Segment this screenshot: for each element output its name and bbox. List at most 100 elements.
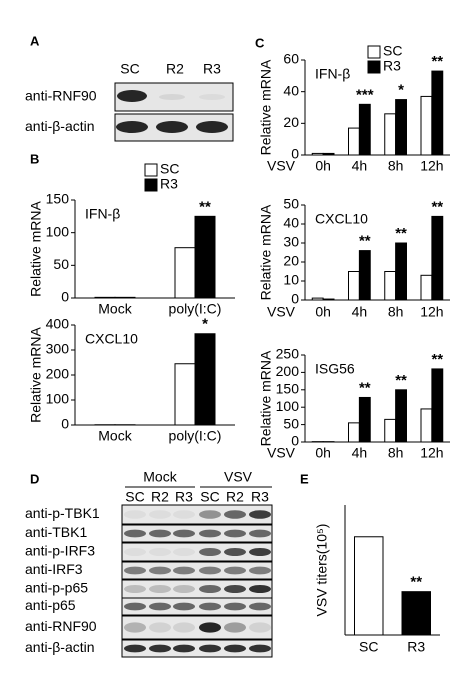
blot-band bbox=[199, 567, 221, 575]
bar bbox=[432, 71, 443, 155]
panel-label: D bbox=[30, 471, 39, 486]
blot-band bbox=[173, 530, 195, 538]
row-label: anti-p65 bbox=[25, 597, 76, 613]
x-tick-label: 12h bbox=[420, 304, 443, 320]
blot-band bbox=[149, 585, 171, 593]
chart-title: CXCL10 bbox=[85, 331, 138, 347]
y-tick-label: 100 bbox=[46, 391, 70, 407]
blot-band bbox=[224, 530, 246, 538]
y-axis-label: Relative mRNA bbox=[258, 204, 274, 300]
bar bbox=[421, 275, 432, 300]
y-tick-label: 40 bbox=[283, 82, 299, 98]
row-label: anti-p-IRF3 bbox=[25, 543, 95, 559]
bar bbox=[175, 364, 195, 425]
bar bbox=[385, 114, 396, 155]
blot-band bbox=[124, 510, 146, 519]
bar bbox=[349, 272, 360, 301]
blot-band bbox=[224, 585, 246, 593]
lane-label: R3 bbox=[175, 489, 193, 505]
x-tick-label: 8h bbox=[388, 158, 404, 174]
y-tick-label: 400 bbox=[46, 316, 70, 332]
y-tick-label: 20 bbox=[283, 253, 299, 269]
x-tick-label: 4h bbox=[352, 445, 368, 461]
legend-label: SC bbox=[160, 161, 179, 177]
x-axis-label: VSV bbox=[267, 445, 296, 461]
blot-band bbox=[249, 603, 271, 611]
x-tick-label: poly(I:C) bbox=[169, 301, 222, 317]
y-axis-label: Relative mRNA bbox=[258, 59, 274, 155]
group-label: VSV bbox=[224, 469, 253, 485]
blot-band bbox=[224, 603, 246, 611]
lane-label: SC bbox=[200, 489, 219, 505]
bar bbox=[323, 299, 334, 300]
lane-label: R3 bbox=[251, 489, 269, 505]
blot-band bbox=[124, 585, 146, 593]
blot-band bbox=[249, 548, 271, 556]
blot-band bbox=[124, 548, 146, 556]
blot-band bbox=[124, 645, 146, 653]
bar bbox=[359, 397, 370, 442]
row-label: anti-IRF3 bbox=[25, 561, 83, 577]
blot-band bbox=[149, 530, 171, 538]
bar bbox=[175, 248, 195, 298]
y-axis-label: Relative mRNA bbox=[28, 327, 44, 423]
x-tick-label: 0h bbox=[315, 304, 331, 320]
blot-band bbox=[173, 622, 195, 632]
blot-band bbox=[249, 510, 271, 519]
blot-band bbox=[173, 567, 195, 575]
blot-band bbox=[199, 548, 221, 556]
bar bbox=[115, 297, 135, 298]
x-tick-label: poly(I:C) bbox=[169, 428, 222, 444]
significance: ** bbox=[395, 225, 407, 242]
row-label: anti-RNF90 bbox=[25, 618, 97, 634]
significance: ** bbox=[359, 233, 371, 250]
blot-band bbox=[249, 622, 271, 632]
blot-band bbox=[173, 585, 195, 593]
y-axis-label: VSV titers(10⁵) bbox=[314, 524, 330, 617]
blot-band bbox=[249, 645, 271, 653]
legend-swatch bbox=[145, 164, 157, 176]
x-tick-label: 12h bbox=[420, 445, 443, 461]
bar bbox=[312, 298, 323, 300]
y-tick-label: 200 bbox=[276, 363, 300, 379]
x-tick-label: 0h bbox=[315, 158, 331, 174]
blot-band bbox=[117, 90, 147, 102]
blot-band bbox=[149, 603, 171, 611]
significance: * bbox=[398, 82, 404, 99]
bar bbox=[421, 409, 432, 442]
row-label: anti-RNF90 bbox=[25, 88, 97, 104]
significance: ** bbox=[359, 379, 371, 396]
bar bbox=[349, 128, 360, 155]
significance: ** bbox=[395, 372, 407, 389]
y-tick-label: 150 bbox=[276, 381, 300, 397]
x-tick-label: 0h bbox=[315, 445, 331, 461]
y-tick-label: 200 bbox=[46, 366, 70, 382]
blot-band bbox=[249, 530, 271, 538]
blot-band bbox=[173, 603, 195, 611]
bar bbox=[396, 100, 407, 155]
chart-title: IFN-β bbox=[85, 206, 120, 222]
legend-label: R3 bbox=[160, 176, 178, 192]
lane-label: R3 bbox=[203, 61, 221, 77]
blot-band bbox=[199, 603, 221, 611]
bar bbox=[349, 423, 360, 442]
lane-label: R2 bbox=[166, 61, 184, 77]
legend-label: SC bbox=[383, 43, 402, 59]
y-tick-label: 250 bbox=[276, 346, 300, 362]
significance: *** bbox=[356, 86, 374, 103]
panel-label: C bbox=[255, 35, 265, 50]
bar bbox=[359, 104, 370, 155]
panel-label: A bbox=[30, 33, 40, 48]
significance: ** bbox=[431, 53, 443, 70]
blot-band bbox=[124, 567, 146, 575]
blot-band bbox=[116, 121, 148, 133]
lane-label: SC bbox=[120, 61, 139, 77]
bar bbox=[195, 334, 215, 425]
bar bbox=[323, 153, 334, 155]
bar bbox=[432, 369, 443, 442]
legend-swatch bbox=[145, 179, 157, 191]
y-tick-label: 0 bbox=[61, 289, 69, 305]
blot-band bbox=[149, 510, 171, 519]
y-tick-label: 60 bbox=[283, 51, 299, 67]
blot-band bbox=[249, 567, 271, 575]
